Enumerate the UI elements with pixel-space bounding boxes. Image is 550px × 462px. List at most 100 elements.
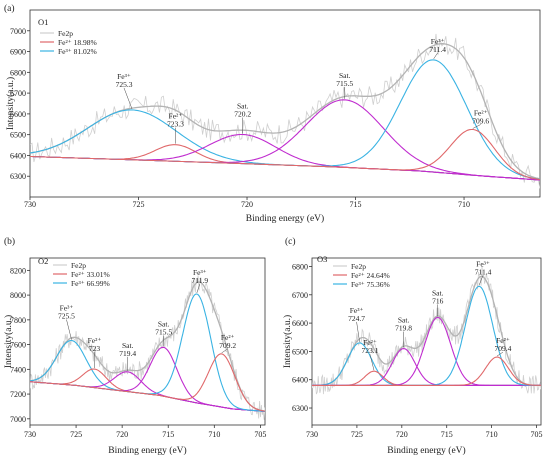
x-tick-label: 730 <box>306 430 318 439</box>
y-tick-label: 7600 <box>10 341 26 350</box>
curves <box>30 275 265 420</box>
x-tick-label: 725 <box>70 430 82 439</box>
x-tick-label: 710 <box>208 430 220 439</box>
peak-annotation-name: Sat. <box>398 316 410 325</box>
y-tick-label: 6300 <box>292 404 308 413</box>
peak-annotation-leader <box>433 52 438 60</box>
y-axis-title: Intensity(a.u.) <box>5 77 16 130</box>
legend-entry-fe2p: Fe2p <box>58 29 73 38</box>
peak-fe2-709-2 <box>30 353 265 412</box>
x-tick-label: 730 <box>24 200 36 209</box>
plot-frame <box>29 257 266 426</box>
y-tick-label: 6500 <box>10 131 26 140</box>
chart-panel-o3: 730 725 720 715 710 705 6300 6400 6500 6600 6700 68… <box>282 236 543 456</box>
panel-label: (b) <box>4 236 15 247</box>
y-axis-title: Intensity(a.u.) <box>3 315 14 368</box>
x-tick-label: 715 <box>441 430 453 439</box>
peak-sat-719-4 <box>30 371 265 412</box>
peak-annotation-value: 715.5 <box>336 79 353 88</box>
x-tick-label: 705 <box>254 430 266 439</box>
x-tick-label: 710 <box>486 430 498 439</box>
raw-fe2p-trace <box>30 33 540 189</box>
peak-annotation-value: 723.1 <box>362 346 379 355</box>
peak-annotation-value: 723.3 <box>167 120 184 129</box>
peak-annotation-name: Fe²⁺ <box>474 108 488 117</box>
x-tick-label: 720 <box>116 430 128 439</box>
sample-label: O2 <box>38 256 48 266</box>
peak-annotation-value: 709.2 <box>219 341 236 350</box>
peak-annotation-leader <box>66 319 72 340</box>
fit-envelope <box>30 281 265 412</box>
x-tick-label: 720 <box>396 430 408 439</box>
y-tick-label: 6500 <box>292 347 308 356</box>
peak-annotation-value: 723 <box>89 344 101 353</box>
peak-annotation-leader <box>356 321 360 342</box>
y-tick-label: 6300 <box>10 172 26 181</box>
peak-annotation-name: Sat. <box>339 71 351 80</box>
x-axis-title: Binding energy (eV) <box>387 445 465 456</box>
sample-label: O1 <box>38 17 48 27</box>
peak-annotation-name: Fe²⁺ <box>496 336 510 345</box>
raw-fe2p-trace <box>30 275 265 420</box>
background-line <box>30 155 540 181</box>
legend-entry-fe2: Fe²⁺ 18.98% <box>58 38 97 47</box>
y-tick-label: 7200 <box>10 390 26 399</box>
peak-annotation-name: Fe³⁺ <box>350 306 364 315</box>
peak-annotation-value: 711.4 <box>475 267 492 276</box>
y-tick-label: 6700 <box>292 291 308 300</box>
x-tick-label: 720 <box>241 200 253 209</box>
peak-annotation-name: Sat. <box>158 319 170 328</box>
peak-annotation-name: Sat. <box>432 288 444 297</box>
peak-annotation-name: Fe²⁺ <box>169 112 183 121</box>
peak-annotation-leader <box>369 354 375 371</box>
peak-annotation-value: 709.6 <box>472 116 489 125</box>
legend-entry-fe2p: Fe2p <box>71 261 86 270</box>
peak-annotation-name: Fe²⁺ <box>221 333 235 342</box>
peak-sat-720-2 <box>30 133 540 181</box>
chart-panel-o1: 730 725 720 715 710 6300 6400 6500 6600 6700 6800 6… <box>4 3 541 224</box>
plot-frame <box>29 9 541 198</box>
peak-annotation-leader <box>196 283 201 294</box>
x-tick-label: 705 <box>531 430 543 439</box>
peak-annotation-name: Fe³⁺ <box>117 72 131 81</box>
y-tick-label: 7000 <box>10 415 26 424</box>
peak-annotation-value: 725.5 <box>58 312 75 321</box>
peak-annotation-value: 715.5 <box>155 327 172 336</box>
legend-entry-fe3: Fe³⁺ 66.99% <box>71 279 110 288</box>
raw-fe2p-trace <box>312 266 541 395</box>
peak-annotation-value: 725.3 <box>116 80 133 89</box>
panel-label: (a) <box>4 3 15 14</box>
x-tick-label: 710 <box>458 200 470 209</box>
curves <box>312 266 541 395</box>
x-tick-label: 730 <box>24 430 36 439</box>
legend-entry-fe2: Fe²⁺ 24.64% <box>351 271 390 280</box>
peak-annotation-name: Fe³⁺ <box>431 37 445 46</box>
peak-annotation-name: Fe²⁺ <box>363 338 377 347</box>
peak-fe2-709-4 <box>312 356 541 386</box>
peak-annotation-value: 711.4 <box>429 45 446 54</box>
peak-annotation-name: Fe²⁺ <box>88 336 102 345</box>
peak-annotation-name: Sat. <box>237 102 249 111</box>
peak-annotation-name: Fe³⁺ <box>476 259 490 268</box>
peak-annotation-leader <box>123 87 133 110</box>
y-axis-title: Intensity(a.u.) <box>282 315 293 368</box>
chart-panel-o2: 730 725 720 715 710 705 7000 7200 7400 7600 7800 80… <box>3 236 266 456</box>
y-tick-label: 7000 <box>10 27 26 36</box>
peak-annotation-name: Fe³⁺ <box>193 268 207 277</box>
peak-annotation-value: 716 <box>432 296 444 305</box>
sample-label: O3 <box>317 254 327 264</box>
peak-annotation-name: Sat. <box>122 341 134 350</box>
x-tick-label: 715 <box>350 200 362 209</box>
x-axis-title: Binding energy (eV) <box>246 213 324 224</box>
peak-annotation-value: 719.8 <box>395 324 412 333</box>
peak-annotation-leader <box>221 348 228 354</box>
peak-annotation-value: 724.7 <box>348 314 365 323</box>
peak-fe2-709-6 <box>30 128 540 181</box>
y-tick-label: 7400 <box>10 365 26 374</box>
y-tick-label: 6400 <box>10 151 26 160</box>
peak-annotation-leader <box>472 124 481 129</box>
peak-annotation-value: 720.2 <box>234 110 251 119</box>
